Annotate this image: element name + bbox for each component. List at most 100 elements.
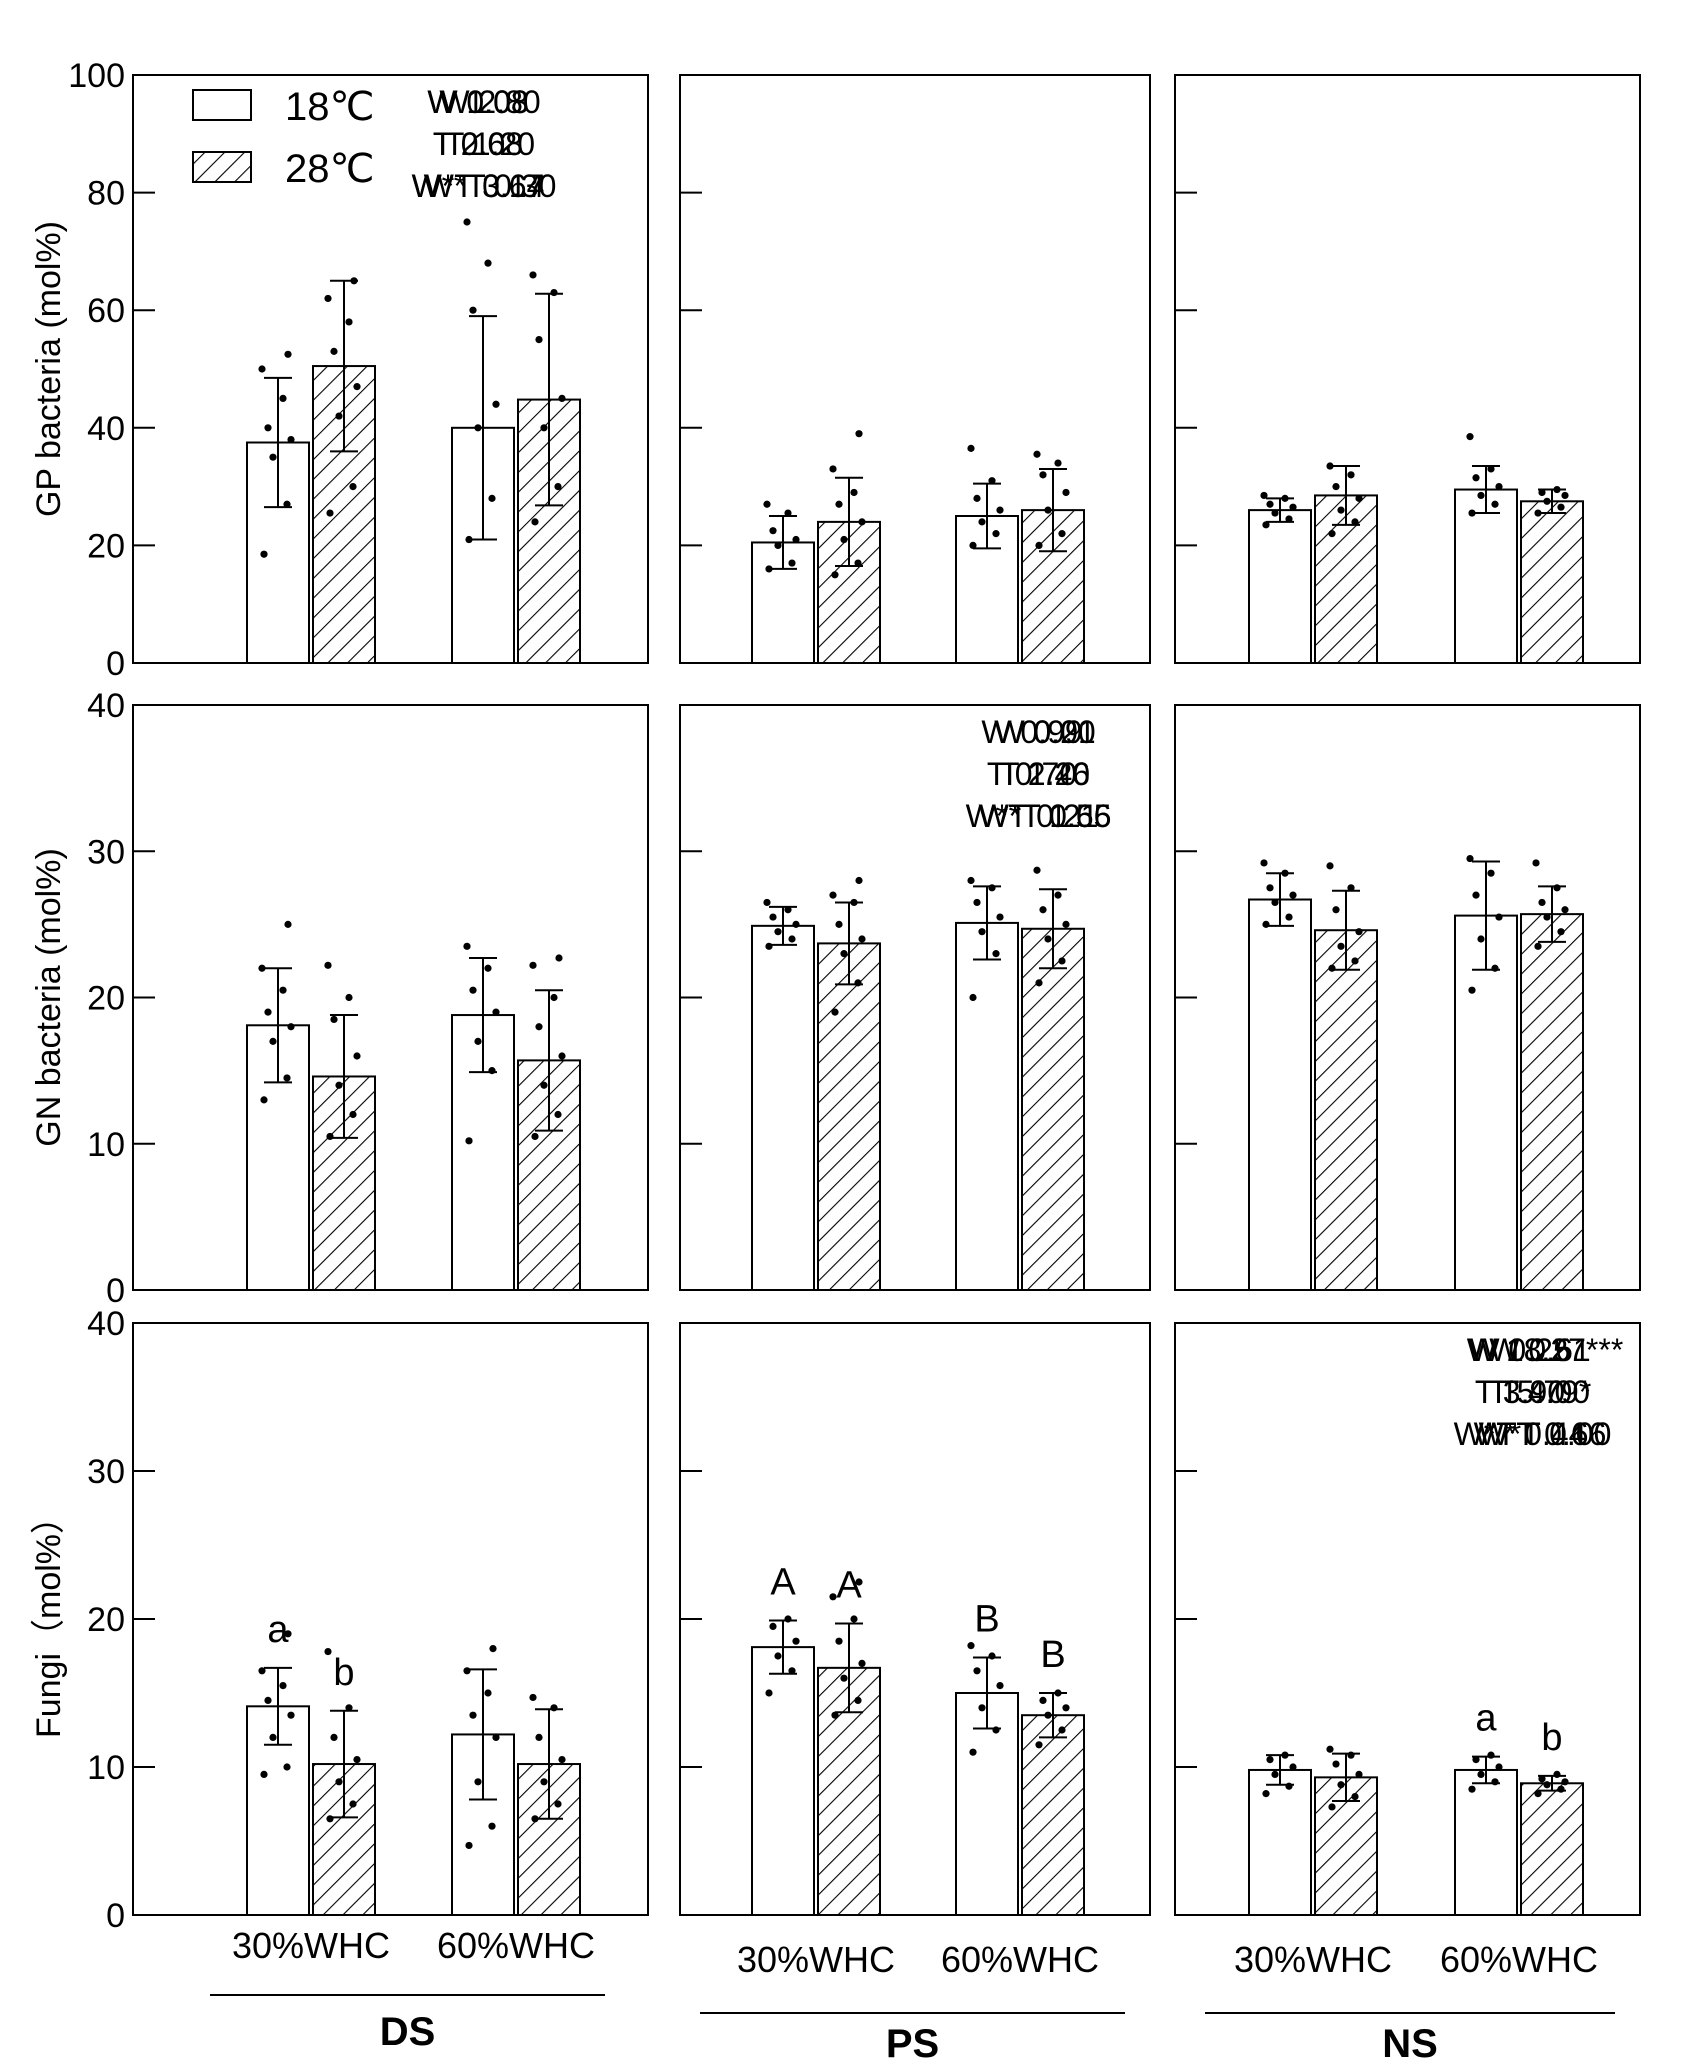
anova-stat: W*T 1.66 (979, 798, 1112, 834)
data-point (1326, 862, 1334, 870)
data-point (792, 535, 800, 544)
category-label: 30%WHC (1234, 1939, 1392, 1980)
data-point (540, 1778, 548, 1786)
data-point (1487, 1751, 1495, 1759)
data-point (1058, 1726, 1066, 1734)
data-point (324, 294, 332, 303)
data-point (335, 1081, 343, 1089)
y-tick-label: 10 (87, 1749, 125, 1787)
data-point (535, 1023, 543, 1031)
data-point (330, 1015, 338, 1024)
data-point (854, 559, 862, 567)
panel-frame (132, 74, 649, 664)
data-point (260, 1770, 268, 1778)
data-point (1058, 957, 1066, 965)
data-point (540, 424, 548, 432)
data-point (264, 1008, 272, 1016)
data-point (1332, 906, 1340, 914)
data-point (1351, 957, 1359, 965)
data-point (555, 954, 563, 962)
bar-28C (1520, 500, 1584, 664)
data-point (1262, 1790, 1270, 1798)
data-point (1532, 859, 1540, 867)
data-point (1468, 986, 1476, 994)
data-point (1487, 869, 1495, 877)
data-point (763, 500, 771, 508)
data-point (492, 400, 500, 408)
group-label: PS (886, 2022, 939, 2061)
data-point (1044, 935, 1052, 943)
data-point (774, 1652, 782, 1660)
data-point (831, 1008, 839, 1016)
bar-28C (817, 942, 881, 1291)
data-point (349, 1800, 357, 1808)
legend-swatch-18C (192, 89, 252, 121)
data-point (854, 1696, 862, 1704)
significance-letter: B (974, 1598, 999, 1640)
data-point (529, 961, 537, 969)
y-tick-label: 0 (106, 645, 125, 683)
legend: 18℃28℃ (192, 85, 374, 191)
bar-28C (1520, 1782, 1584, 1917)
data-point (1039, 471, 1047, 479)
data-point (969, 541, 977, 550)
data-point (488, 1822, 496, 1830)
data-point (554, 483, 562, 491)
data-point (988, 477, 996, 485)
anova-stat: W*T 0.00 (1479, 1416, 1612, 1452)
data-point (992, 530, 1000, 538)
data-point (1472, 474, 1480, 482)
data-point (1262, 521, 1270, 529)
data-point (1337, 942, 1345, 950)
data-point (1472, 891, 1480, 899)
data-point (529, 1693, 537, 1702)
data-point (1058, 530, 1066, 538)
data-point (531, 1132, 539, 1141)
data-point (996, 1682, 1004, 1690)
anova-stat: W*T 0.64 (412, 168, 545, 204)
data-point (1557, 928, 1565, 936)
data-point (1347, 884, 1355, 892)
data-point (1266, 884, 1274, 892)
data-point (831, 1711, 839, 1719)
bar-18C (1454, 1768, 1518, 1916)
significance-letter: A (770, 1561, 796, 1603)
data-point (840, 535, 848, 544)
data-point (353, 1052, 361, 1060)
data-point (465, 1137, 473, 1145)
anova-stat: W 0.08 (427, 84, 528, 120)
data-point (763, 898, 771, 907)
data-point (326, 1132, 334, 1141)
data-point (765, 1689, 773, 1697)
y-tick-label: 0 (106, 1897, 125, 1935)
data-point (967, 876, 975, 885)
anova-stat: W 2.80 (439, 84, 540, 120)
data-point (1534, 1790, 1542, 1798)
data-point (474, 1037, 482, 1045)
data-point (1044, 1711, 1052, 1719)
data-point (774, 541, 782, 550)
data-point (1538, 1775, 1546, 1783)
data-point (345, 993, 353, 1002)
y-tick-label: 20 (87, 527, 125, 565)
data-point (1271, 1770, 1279, 1778)
significance-letter: b (333, 1652, 354, 1694)
y-tick-label: 30 (87, 833, 125, 871)
data-point (1062, 1704, 1070, 1712)
anova-stat: T 1.40 (1000, 756, 1090, 792)
bar-18C (451, 1014, 515, 1291)
anova-stat: W*T 0.30 (424, 168, 557, 204)
anova-stat: W*T 0.66 (1474, 1416, 1607, 1452)
data-point (1054, 1689, 1062, 1697)
data-point (1543, 497, 1551, 505)
data-point (835, 500, 843, 508)
data-point (1561, 491, 1569, 500)
anova-stat: W 18.27*** (1467, 1332, 1624, 1368)
data-point (324, 1647, 332, 1656)
data-point (973, 1667, 981, 1675)
y-tick-label: 40 (87, 687, 125, 725)
data-point (531, 1815, 539, 1823)
data-point (1355, 494, 1363, 502)
bar-18C (1248, 509, 1312, 664)
data-point (269, 1733, 277, 1741)
